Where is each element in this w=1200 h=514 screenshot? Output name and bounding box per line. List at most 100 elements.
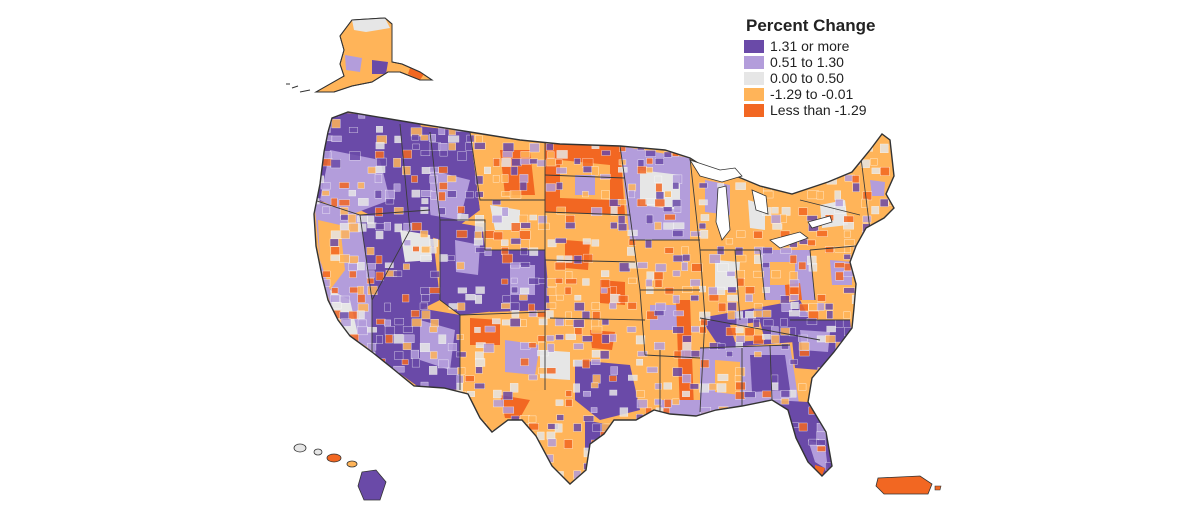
county-cell (871, 230, 879, 237)
county-cell (654, 383, 662, 390)
county-cell (411, 447, 421, 455)
county-cell (375, 166, 386, 173)
county-cell (573, 319, 585, 328)
county-cell (780, 295, 790, 304)
county-cell (555, 399, 564, 406)
county-cell (394, 351, 404, 360)
county-cell (673, 222, 685, 229)
county-cell (564, 112, 572, 118)
county-cell (545, 183, 556, 192)
county-cell (510, 126, 519, 133)
county-cell (871, 415, 881, 422)
county-cell (601, 150, 611, 156)
county-cell (583, 391, 591, 397)
county-cell (889, 422, 894, 430)
county-cell (708, 294, 720, 302)
county-cell (799, 462, 811, 470)
county-cell (617, 215, 626, 225)
county-cell (888, 127, 894, 136)
county-cell (509, 318, 521, 327)
county-cell (681, 438, 692, 447)
county-cell (826, 133, 835, 142)
county-cell (393, 413, 402, 421)
county-cell (528, 423, 539, 431)
county-cell (375, 142, 385, 150)
county-cell (681, 262, 688, 271)
county-cell (438, 334, 447, 344)
county-cell (394, 135, 402, 144)
county-cell (754, 351, 762, 358)
county-cell (592, 423, 601, 432)
county-cell (447, 439, 454, 448)
county-cell (798, 383, 807, 391)
county-cell (366, 263, 376, 270)
county-cell (843, 311, 851, 319)
county-cell (843, 350, 854, 359)
county-cell (493, 389, 502, 399)
county-cell (672, 199, 682, 208)
county-cell (393, 158, 401, 168)
county-cell (465, 375, 475, 382)
county-cell (690, 350, 700, 358)
county-cell (412, 391, 422, 400)
county-cell (347, 214, 357, 224)
county-cell (690, 231, 702, 237)
county-cell (447, 255, 456, 262)
county-cell (519, 294, 528, 301)
county-cell (501, 319, 511, 326)
county-cell (807, 151, 819, 160)
county-cell (780, 134, 792, 144)
county-cell (682, 254, 691, 262)
county-cell (645, 238, 653, 249)
county-cell (601, 334, 610, 344)
county-cell (646, 271, 654, 281)
legend-item: 1.31 or more (744, 38, 914, 54)
county-cell (627, 118, 636, 124)
county-cell (546, 158, 557, 167)
county-cell (554, 318, 565, 327)
county-cell (824, 303, 834, 311)
county-cell (663, 470, 671, 478)
county-cell (880, 445, 888, 453)
county-cell (700, 359, 710, 368)
county-cell (384, 302, 391, 312)
county-cell (456, 351, 467, 358)
county-cell (799, 134, 811, 143)
county-cell (411, 112, 420, 119)
county-cell (673, 112, 682, 118)
county-cell (357, 439, 366, 448)
county-cell (853, 367, 865, 377)
county-cell (474, 327, 481, 333)
county-cell (437, 414, 446, 422)
county-cell (609, 389, 618, 396)
county-cell (762, 478, 770, 484)
county-cell (861, 198, 869, 208)
county-cell (725, 238, 734, 245)
county-cell (520, 463, 528, 470)
county-cell (690, 279, 701, 287)
county-cell (672, 398, 680, 406)
county-cell (314, 381, 321, 392)
county-cell (538, 342, 546, 351)
county-cell (826, 310, 834, 319)
county-cell (430, 319, 439, 328)
county-cell (583, 415, 595, 422)
county-cell (340, 214, 349, 221)
county-cell (591, 166, 599, 176)
county-cell (330, 159, 341, 169)
county-cell (772, 406, 781, 416)
county-cell (429, 287, 441, 294)
county-cell (815, 142, 827, 151)
county-cell (509, 190, 522, 199)
county-cell (646, 287, 654, 294)
county-cell (484, 325, 496, 333)
county-cell (645, 150, 656, 157)
county-cell (403, 423, 414, 430)
county-cell (502, 470, 513, 479)
county-cell (673, 119, 685, 127)
county-cell (879, 302, 891, 312)
county-cell (582, 191, 589, 198)
county-cell (654, 221, 662, 231)
county-cell (672, 294, 680, 304)
